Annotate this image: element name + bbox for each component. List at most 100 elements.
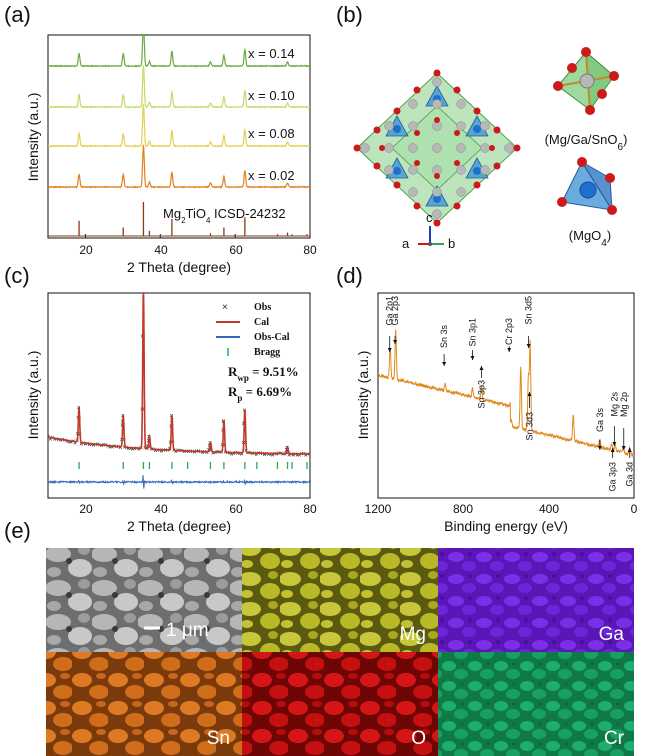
map-label-mg: Mg xyxy=(400,624,426,645)
panel-c-xlabel: 2 Theta (degree) xyxy=(127,518,231,534)
oxygen-atom xyxy=(379,145,385,151)
obs-point: × xyxy=(61,437,65,444)
oxygen-atom xyxy=(567,63,577,73)
legend-bragg: Bragg xyxy=(254,347,280,358)
panel-d-xtick-800: 800 xyxy=(453,502,473,516)
obs-point: × xyxy=(252,451,256,458)
obs-point: × xyxy=(287,452,291,459)
obs-point: × xyxy=(275,452,279,459)
obs-point: × xyxy=(182,449,186,456)
obs-point: × xyxy=(236,451,240,458)
oxygen-atom xyxy=(581,47,591,57)
obs-point: × xyxy=(155,448,159,455)
obs-point: × xyxy=(59,438,63,445)
obs-point: × xyxy=(122,445,126,452)
eds-map-ga xyxy=(438,548,634,652)
obs-point: × xyxy=(286,450,290,457)
obs-point: × xyxy=(217,450,221,457)
map-label-sn: Sn xyxy=(207,728,230,749)
xrd-curve-x008 xyxy=(48,104,310,148)
obs-point: × xyxy=(52,436,56,443)
peak-label-mg-2p: Mg 2p xyxy=(619,392,629,417)
map-label-ga: Ga xyxy=(599,624,625,645)
obs-point: × xyxy=(159,448,163,455)
xrd-curve-x014 xyxy=(48,35,310,68)
peak-label-ga-3d: Ga 3d xyxy=(625,462,635,487)
panel-label-b: (b) xyxy=(336,2,363,27)
metal-atom xyxy=(384,165,394,175)
tetrahedron-model xyxy=(557,157,617,215)
mg-tet-atom xyxy=(433,195,441,203)
obs-point: × xyxy=(73,441,77,448)
obs-point: × xyxy=(153,448,157,455)
obs-point: × xyxy=(67,440,71,447)
obs-point: × xyxy=(65,438,69,445)
obs-point: × xyxy=(162,448,166,455)
obs-point: × xyxy=(133,446,137,453)
obs-point: × xyxy=(227,450,231,457)
obs-point: × xyxy=(205,450,209,457)
obs-point: × xyxy=(69,440,73,447)
oxygen-atom xyxy=(434,117,440,123)
obs-point: × xyxy=(203,449,207,456)
diff-curve xyxy=(48,475,310,489)
oxygen-atom xyxy=(489,145,495,151)
obs-point: × xyxy=(293,451,297,458)
panel-c-xtick-80: 80 xyxy=(303,502,317,516)
legend-obs-cal: Obs-Cal xyxy=(254,332,290,343)
metal-atom xyxy=(360,143,370,153)
oxygen-atom xyxy=(454,160,460,166)
oxygen-atom xyxy=(414,130,420,136)
obs-point: × xyxy=(63,438,67,445)
metal-atom xyxy=(384,121,394,131)
obs-point: × xyxy=(271,452,275,459)
oxygen-atom xyxy=(373,126,381,134)
panel-c-xtick-20: 20 xyxy=(79,502,93,516)
metal-atom xyxy=(456,165,466,175)
panel-c-legend: × Obs Cal Obs-Cal Bragg xyxy=(216,302,290,358)
peak-label-ga-2p1: Ga 2p1 xyxy=(385,296,395,326)
oxygen-atom xyxy=(585,105,595,115)
panel-label-e: (e) xyxy=(4,518,31,543)
oxygen-atom xyxy=(473,181,481,189)
obs-point: × xyxy=(83,441,87,448)
obs-point: × xyxy=(186,449,190,456)
octahedron-label: (Mg/Ga/SnO6) xyxy=(545,132,628,153)
mg-tet-atom xyxy=(473,167,481,175)
obs-point: × xyxy=(295,452,299,459)
axis-label-b: b xyxy=(448,236,455,251)
panel-d-frame xyxy=(377,292,635,499)
obs-point: × xyxy=(98,442,102,449)
panel-c-xtick-40: 40 xyxy=(154,502,168,516)
eds-map-cr xyxy=(438,652,634,756)
curve-label-x002: x = 0.02 xyxy=(248,168,295,183)
obs-point: × xyxy=(192,449,196,456)
mg-tet-atom xyxy=(473,125,481,133)
oxygen-atom xyxy=(557,197,567,207)
obs-point: × xyxy=(106,443,110,450)
obs-point: × xyxy=(258,450,262,457)
obs-point: × xyxy=(114,444,118,451)
calc-curve xyxy=(48,293,310,455)
curve-label-x014: x = 0.14 xyxy=(248,46,295,61)
obs-point: × xyxy=(254,452,258,459)
metal-atom xyxy=(432,187,442,197)
oxygen-atom xyxy=(609,71,619,81)
panel-a-ylabel: Intensity (a.u.) xyxy=(25,93,41,182)
panel-label-c: (c) xyxy=(4,263,30,288)
crystal-structure xyxy=(353,69,521,227)
metal-atom xyxy=(432,143,442,153)
legend-obs: Obs xyxy=(254,302,271,313)
obs-point: × xyxy=(260,451,264,458)
panel-a-xtick-80: 80 xyxy=(303,243,317,257)
eds-map-mg xyxy=(242,548,438,652)
metal-atom xyxy=(504,143,514,153)
obs-point: × xyxy=(267,451,271,458)
oxygen-atom xyxy=(493,126,501,134)
oxygen-atom xyxy=(607,205,617,215)
metal-atom xyxy=(408,165,418,175)
metal-atom xyxy=(432,209,442,219)
obs-point: × xyxy=(199,449,203,456)
obs-point: × xyxy=(137,447,141,454)
